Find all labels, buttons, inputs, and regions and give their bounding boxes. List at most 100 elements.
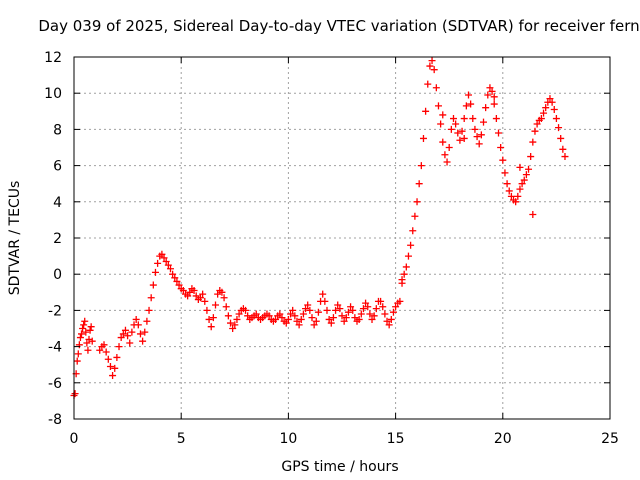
data-point-0-224 bbox=[537, 115, 545, 123]
y-tick-label-0: -8 bbox=[48, 412, 62, 428]
data-point-0-73 bbox=[214, 290, 222, 298]
data-point-0-16 bbox=[87, 323, 95, 331]
data-point-0-44 bbox=[151, 268, 159, 276]
data-point-0-228 bbox=[546, 95, 554, 103]
data-point-0-39 bbox=[141, 328, 149, 336]
data-point-0-26 bbox=[113, 353, 121, 361]
data-point-0-232 bbox=[555, 124, 563, 132]
data-point-0-241 bbox=[516, 163, 524, 171]
data-point-0-65 bbox=[196, 294, 204, 302]
data-point-0-236 bbox=[529, 210, 537, 218]
x-tick-label-3: 15 bbox=[387, 431, 405, 447]
data-point-0-193 bbox=[471, 125, 479, 133]
data-point-0-201 bbox=[488, 87, 496, 95]
y-tick-label-8: 8 bbox=[53, 122, 62, 138]
data-point-0-51 bbox=[166, 265, 174, 273]
data-point-0-172 bbox=[426, 62, 434, 70]
data-point-0-75 bbox=[218, 288, 226, 296]
data-point-0-142 bbox=[362, 299, 370, 307]
data-point-0-133 bbox=[342, 314, 350, 322]
data-point-0-136 bbox=[349, 306, 357, 314]
data-point-0-225 bbox=[540, 109, 548, 117]
chart-title: Day 039 of 2025, Sidereal Day-to-day VTE… bbox=[38, 17, 639, 35]
data-point-0-216 bbox=[520, 176, 528, 184]
data-point-0-219 bbox=[527, 153, 535, 161]
data-point-0-231 bbox=[552, 115, 560, 123]
data-point-0-86 bbox=[242, 306, 250, 314]
data-point-0-1 bbox=[71, 390, 79, 398]
data-point-0-186 bbox=[456, 136, 464, 144]
data-point-0-80 bbox=[229, 325, 237, 332]
x-tick-labels: 0 5 10 15 20 25 bbox=[70, 431, 619, 447]
data-point-0-17 bbox=[88, 337, 96, 345]
data-point-0-222 bbox=[533, 120, 541, 128]
y-tick-label-2: -4 bbox=[48, 340, 62, 356]
data-point-0-147 bbox=[372, 305, 380, 313]
data-point-0-140 bbox=[357, 310, 365, 318]
data-point-0-112 bbox=[297, 315, 305, 323]
data-point-0-12 bbox=[83, 339, 91, 347]
data-point-0-113 bbox=[299, 310, 307, 318]
data-point-0-195 bbox=[475, 140, 483, 148]
data-point-0-23 bbox=[106, 363, 114, 371]
data-point-0-178 bbox=[439, 138, 447, 146]
data-point-0-55 bbox=[175, 281, 183, 289]
x-tick-label-5: 25 bbox=[601, 431, 619, 447]
data-point-0-184 bbox=[452, 120, 460, 128]
data-point-0-208 bbox=[503, 180, 511, 188]
data-point-0-181 bbox=[445, 144, 453, 151]
data-point-0-126 bbox=[327, 319, 335, 327]
data-point-0-212 bbox=[512, 198, 520, 206]
data-point-0-198 bbox=[482, 104, 490, 112]
data-point-0-119 bbox=[312, 317, 320, 325]
data-point-0-154 bbox=[387, 315, 395, 323]
data-point-0-177 bbox=[437, 120, 445, 128]
data-point-0-239 bbox=[460, 134, 468, 142]
data-point-0-130 bbox=[336, 305, 344, 313]
data-point-0-146 bbox=[370, 312, 378, 320]
axis-ticks bbox=[73, 56, 611, 420]
data-point-0-35 bbox=[132, 315, 140, 323]
data-point-0-71 bbox=[209, 314, 217, 322]
data-point-0-77 bbox=[222, 303, 230, 311]
data-point-0-67 bbox=[201, 297, 209, 305]
data-point-0-76 bbox=[220, 294, 228, 302]
data-point-0-60 bbox=[186, 288, 194, 296]
data-point-0-237 bbox=[398, 276, 406, 284]
data-point-0-91 bbox=[252, 310, 260, 318]
data-point-0-30 bbox=[121, 326, 129, 334]
data-point-0-174 bbox=[430, 66, 438, 74]
data-point-0-200 bbox=[486, 84, 494, 92]
data-point-0-156 bbox=[392, 303, 400, 311]
data-point-0-180 bbox=[443, 158, 451, 166]
data-point-0-7 bbox=[78, 330, 86, 338]
data-point-0-105 bbox=[282, 319, 290, 327]
data-point-0-197 bbox=[480, 118, 488, 126]
data-point-0-203 bbox=[492, 115, 500, 123]
y-axis-label: SDTVAR / TECUs bbox=[7, 181, 23, 296]
data-point-0-10 bbox=[81, 317, 89, 325]
data-point-0-4 bbox=[74, 350, 82, 358]
data-point-0-109 bbox=[291, 312, 299, 320]
data-point-0-115 bbox=[304, 301, 312, 309]
data-point-0-214 bbox=[516, 185, 524, 193]
data-point-0-49 bbox=[162, 258, 170, 266]
data-point-0-125 bbox=[325, 315, 333, 323]
data-point-0-163 bbox=[407, 241, 415, 249]
data-point-0-69 bbox=[205, 315, 213, 323]
data-point-0-11 bbox=[82, 328, 90, 336]
data-point-0-57 bbox=[179, 286, 187, 294]
y-tick-label-1: -6 bbox=[48, 376, 62, 392]
data-point-0-145 bbox=[368, 315, 376, 323]
data-point-0-221 bbox=[531, 127, 539, 135]
data-point-0-194 bbox=[473, 133, 481, 141]
data-point-0-183 bbox=[449, 115, 457, 123]
data-point-0-108 bbox=[289, 306, 297, 314]
data-point-0-54 bbox=[173, 277, 181, 285]
data-point-0-189 bbox=[462, 102, 470, 110]
data-point-0-240 bbox=[439, 111, 447, 119]
data-point-0-135 bbox=[347, 303, 355, 311]
data-point-0-162 bbox=[404, 252, 412, 260]
y-tick-label-10: 12 bbox=[44, 50, 62, 66]
